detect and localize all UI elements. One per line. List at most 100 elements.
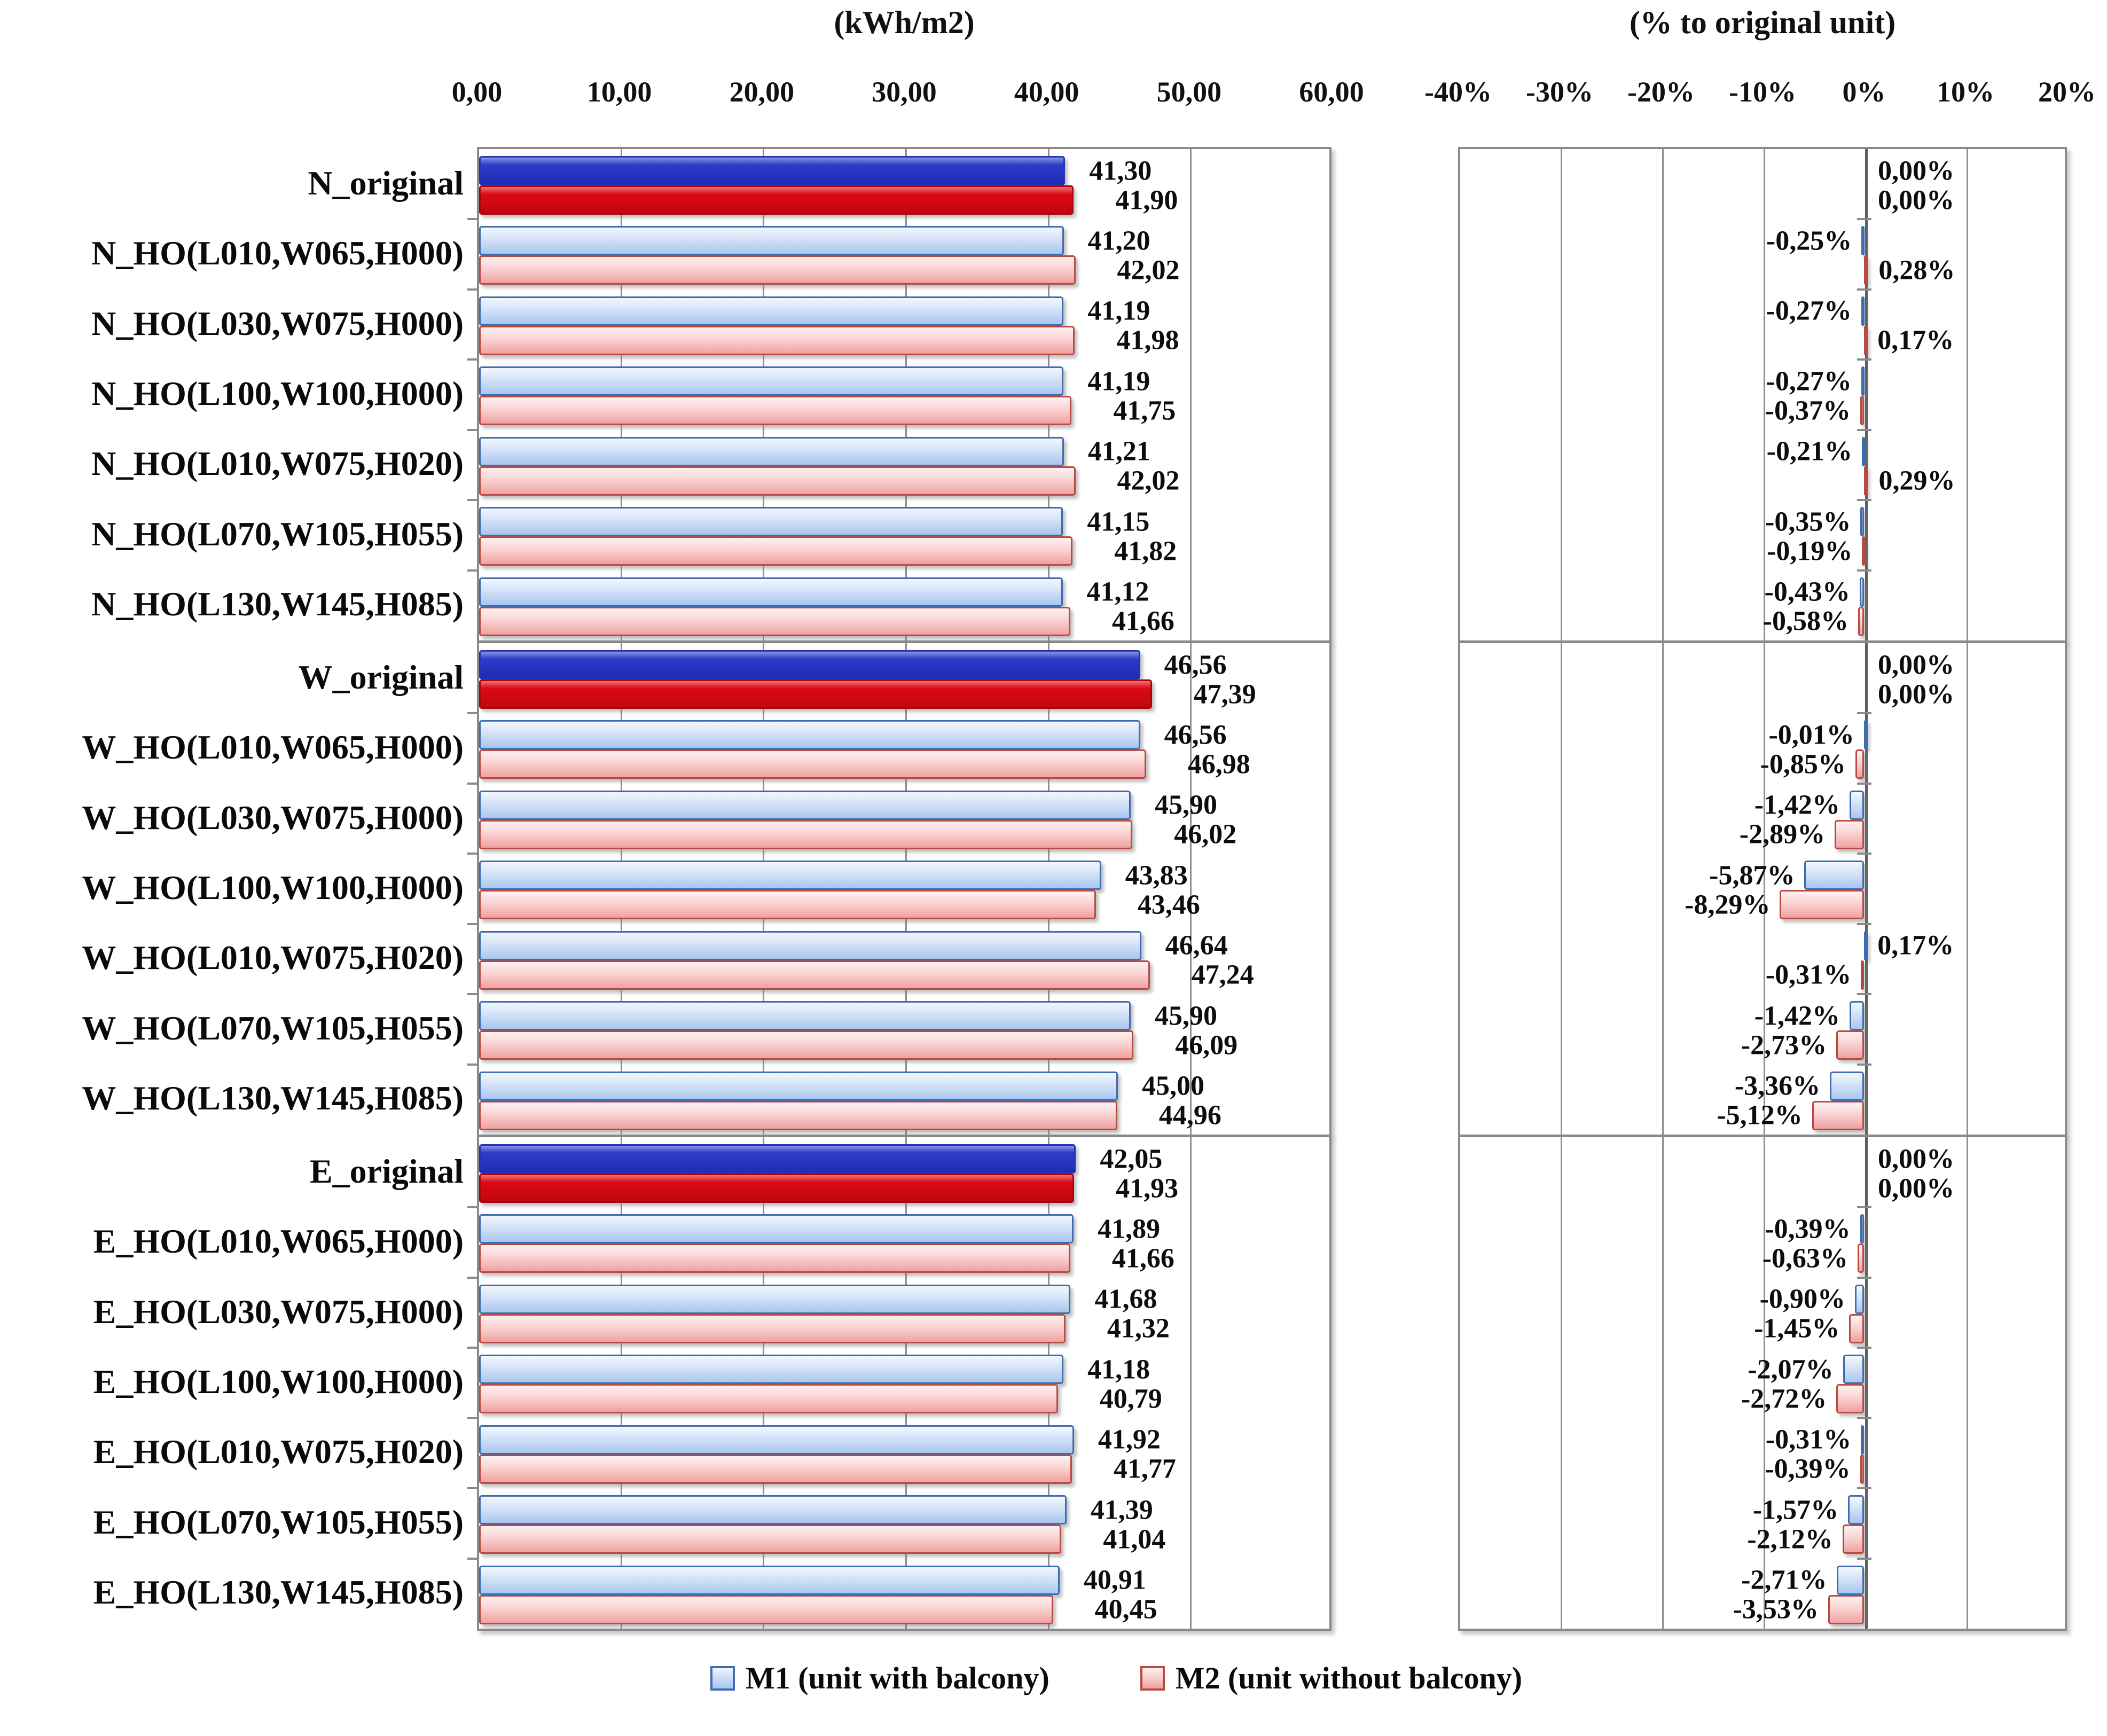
- bar-m2: [479, 1454, 1072, 1484]
- bar-m2: [479, 749, 1146, 779]
- bar-m2: [479, 679, 1152, 709]
- axis-tick-label: 20%: [2038, 76, 2096, 108]
- bar-value-label: 41,15: [1087, 506, 1150, 537]
- category-axis-tick: [467, 569, 477, 572]
- bar-value-label: 41,21: [1087, 436, 1150, 467]
- gridline: [1764, 149, 1765, 640]
- category-axis-tick: [467, 1206, 477, 1209]
- category-axis-tick: [467, 993, 477, 996]
- zero-gridline: [1865, 149, 1868, 640]
- category-label: N_original: [308, 163, 464, 202]
- bar-m1: [1850, 790, 1864, 820]
- bar-m1: [479, 930, 1141, 960]
- category-axis-tick: [467, 428, 477, 431]
- bar-value-label: 42,02: [1117, 255, 1180, 286]
- bar-value-label: -0,31%: [1765, 959, 1852, 990]
- bar-m2: [1858, 1244, 1864, 1273]
- zero-axis-tick: [1857, 1557, 1871, 1560]
- bar-m2: [1836, 1030, 1864, 1060]
- bar-value-label: 41,20: [1087, 225, 1150, 256]
- bar-value-label: -5,12%: [1717, 1100, 1803, 1131]
- bar-m1: [479, 436, 1064, 466]
- bar-m1: [1843, 1355, 1864, 1385]
- bar-m1: [1860, 507, 1864, 537]
- bar-m1: [479, 296, 1064, 326]
- gridline: [1561, 1137, 1562, 1629]
- bar-value-label: -0,21%: [1766, 436, 1852, 467]
- axis-tick-label: 10%: [1937, 76, 1994, 108]
- axis-tick-label: 40,00: [1014, 76, 1079, 108]
- bar-m1: [1861, 366, 1865, 396]
- bar-value-label: -0,35%: [1765, 506, 1851, 537]
- category-axis-tick: [467, 218, 477, 221]
- category-axis-tick: [467, 1276, 477, 1279]
- category-label: E_HO(L130,W145,H085): [93, 1573, 464, 1612]
- bar-value-label: 46,64: [1165, 930, 1228, 961]
- axis-tick-label: 60,00: [1299, 76, 1364, 108]
- bar-value-label: 41,12: [1086, 576, 1149, 607]
- bar-value-label: -0,90%: [1759, 1284, 1845, 1315]
- gridline: [1190, 643, 1192, 1135]
- category-label: E_HO(L100,W100,H000): [93, 1363, 464, 1401]
- bar-m1: [479, 1284, 1071, 1314]
- bar-value-label: 0,00%: [1878, 155, 1954, 186]
- bar-value-label: -0,37%: [1765, 395, 1851, 426]
- category-label: N_HO(L070,W105,H055): [91, 514, 464, 553]
- bar-value-label: 41,75: [1113, 395, 1176, 426]
- m2-legend-swatch-icon: [1140, 1665, 1165, 1691]
- bar-value-label: 41,98: [1116, 325, 1179, 356]
- bar-m2: [479, 185, 1074, 215]
- bar-value-label: -2,12%: [1747, 1524, 1833, 1555]
- bar-value-label: -5,87%: [1709, 860, 1795, 891]
- bar-m2: [1860, 1454, 1864, 1484]
- bar-m2: [1836, 1384, 1864, 1414]
- bar-m1: [1804, 861, 1864, 890]
- legend-item-m2: M2 (unit without balcony): [1140, 1660, 1522, 1696]
- category-label: W_original: [298, 658, 464, 696]
- zero-axis-tick: [1857, 358, 1871, 361]
- bar-m2: [479, 819, 1133, 849]
- zero-axis-tick: [1857, 1417, 1871, 1419]
- bar-value-label: -1,42%: [1754, 1000, 1840, 1031]
- left-panel-title: (kWh/m2): [834, 5, 975, 40]
- category-axis-tick: [467, 1063, 477, 1066]
- axis-tick-label: 0%: [1842, 76, 1886, 108]
- chart-section-box: [1458, 1135, 2067, 1631]
- category-axis-tick: [467, 288, 477, 291]
- axis-tick-label: 0,00: [451, 76, 503, 108]
- bar-value-label: -3,53%: [1733, 1594, 1819, 1625]
- gridline: [1662, 1137, 1664, 1629]
- axis-tick-label: 20,00: [729, 76, 795, 108]
- bar-value-label: 46,98: [1187, 749, 1250, 780]
- bar-value-label: 0,00%: [1878, 1173, 1954, 1203]
- gridline: [1967, 1137, 1968, 1629]
- bar-value-label: -2,73%: [1741, 1030, 1827, 1061]
- bar-value-label: 0,29%: [1878, 465, 1955, 496]
- bar-m1: [1830, 1071, 1864, 1101]
- bar-m1: [1864, 930, 1867, 960]
- zero-axis-tick: [1857, 782, 1871, 785]
- legend-label-m2: M2 (unit without balcony): [1175, 1661, 1523, 1695]
- category-axis-tick: [467, 853, 477, 855]
- bar-m1: [479, 720, 1140, 750]
- bar-m2: [479, 1174, 1075, 1203]
- bar-value-label: 46,56: [1164, 650, 1227, 680]
- bar-m2: [1864, 255, 1867, 285]
- bar-m2: [1842, 1524, 1864, 1554]
- bar-value-label: -0,27%: [1766, 366, 1852, 397]
- m1-legend-swatch-icon: [710, 1665, 735, 1691]
- bar-value-label: 41,19: [1087, 295, 1150, 326]
- category-axis-tick: [467, 782, 477, 785]
- axis-tick-label: -30%: [1526, 76, 1593, 108]
- bar-value-label: 46,56: [1164, 720, 1227, 750]
- axis-tick-label: 10,00: [586, 76, 652, 108]
- bar-value-label: 41,19: [1087, 366, 1150, 397]
- bar-m2: [1812, 1100, 1864, 1130]
- bar-value-label: 41,92: [1098, 1424, 1161, 1455]
- zero-axis-tick: [1857, 288, 1871, 291]
- bar-m1: [479, 1495, 1067, 1525]
- zero-axis-tick: [1857, 218, 1871, 221]
- bar-m1: [1861, 226, 1865, 256]
- axis-tick-label: -10%: [1729, 76, 1796, 108]
